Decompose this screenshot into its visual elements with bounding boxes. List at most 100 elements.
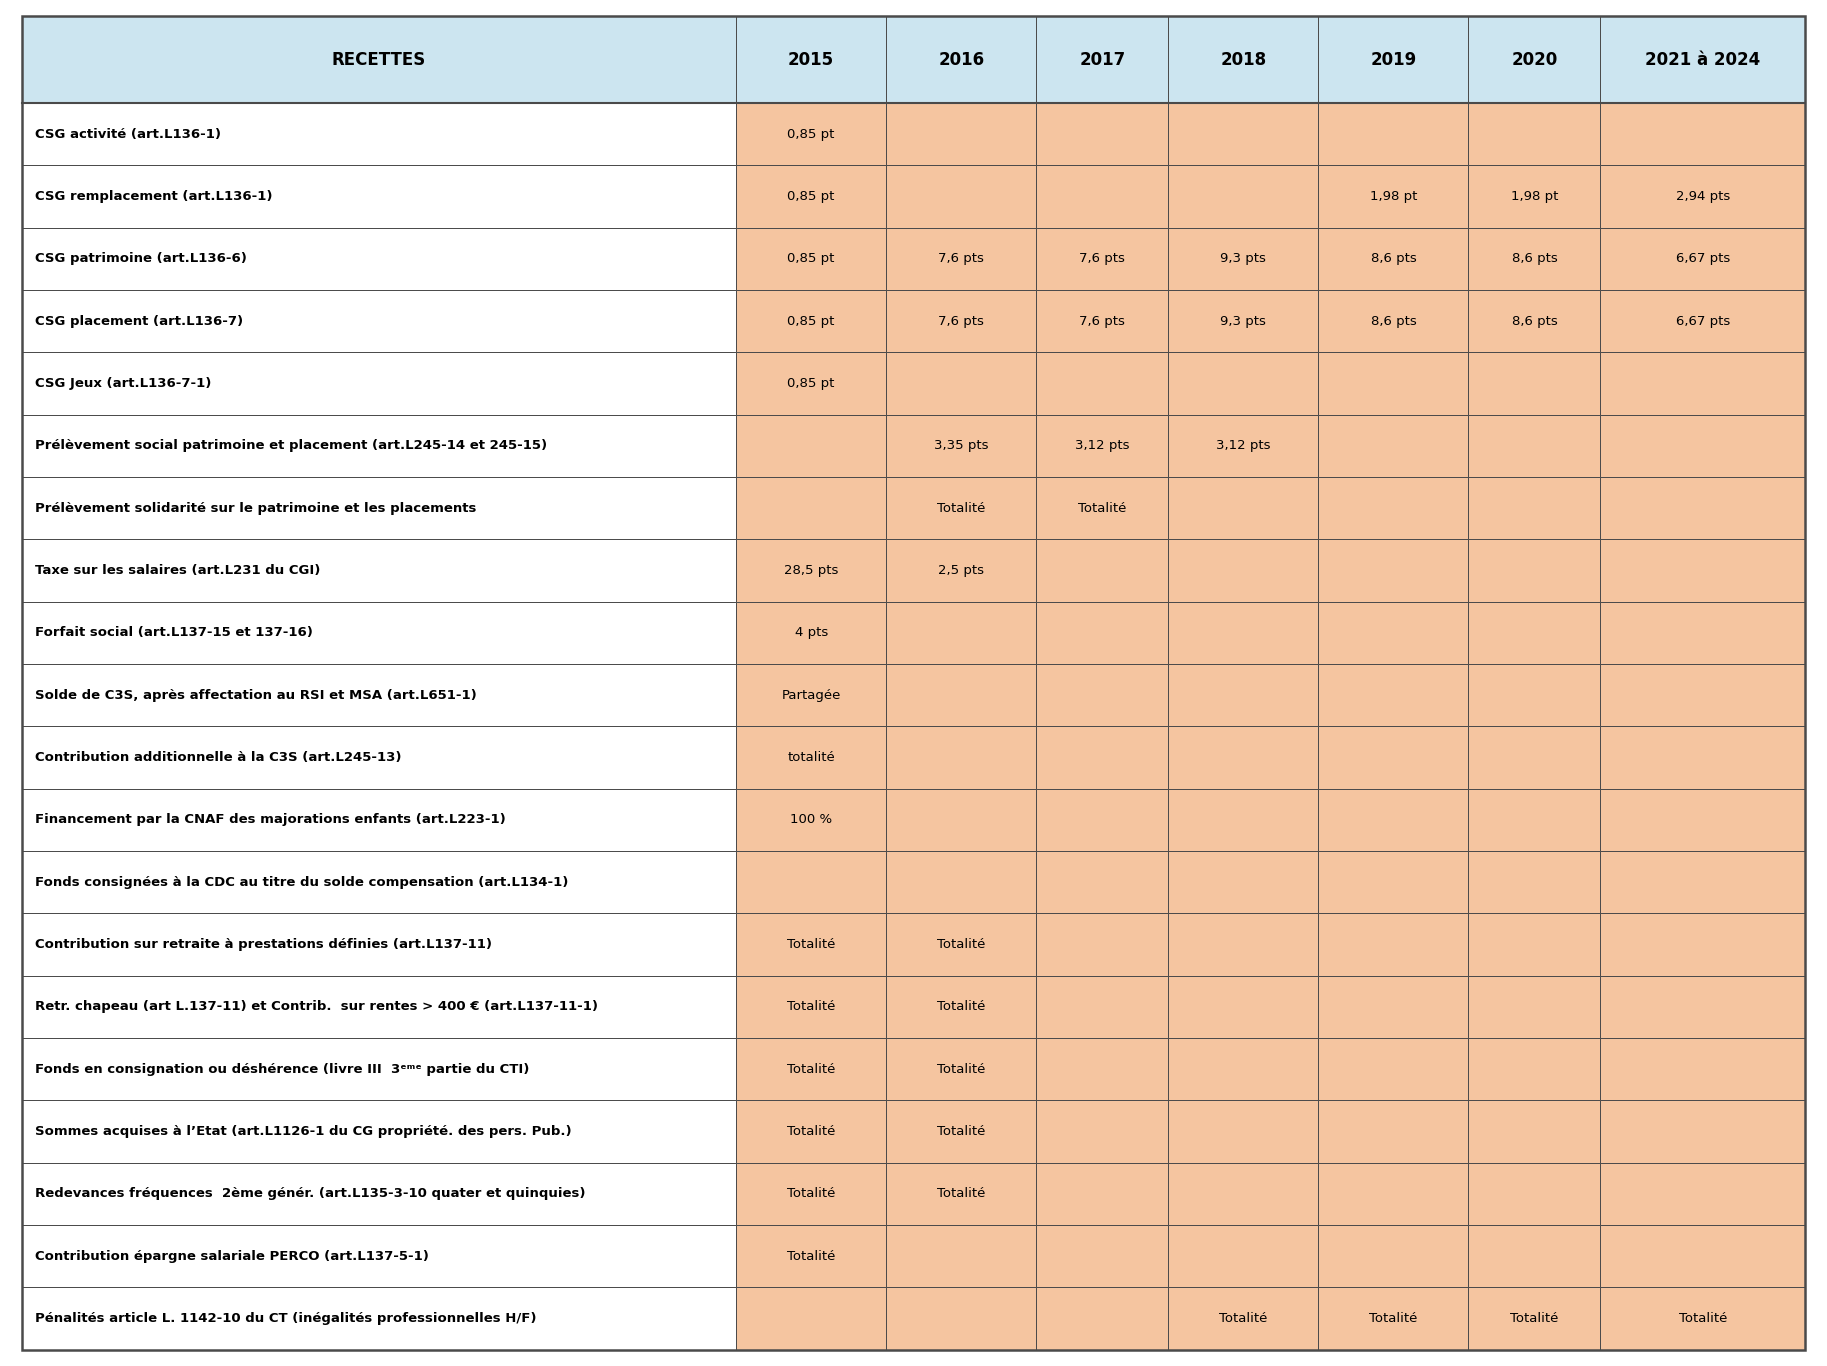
Bar (1319, 1100, 1469, 1162)
Text: Prélèvement social patrimoine et placement (art.L245-14 et 245-15): Prélèvement social patrimoine et placeme… (35, 440, 546, 452)
Bar (22, 540, 736, 601)
Bar (1167, 228, 1319, 290)
Text: 2,94 pts: 2,94 pts (1675, 190, 1730, 204)
Bar (22, 1287, 736, 1350)
Bar (22, 601, 736, 664)
Bar (886, 415, 1036, 477)
Bar (1167, 1038, 1319, 1100)
Bar (886, 477, 1036, 540)
Bar (1319, 540, 1469, 601)
Bar (1319, 290, 1469, 352)
Bar (736, 914, 886, 975)
Bar (736, 1225, 886, 1287)
Bar (1167, 415, 1319, 477)
Bar (886, 664, 1036, 727)
Bar (1167, 1225, 1319, 1287)
Bar (736, 477, 886, 540)
Bar (886, 1162, 1036, 1225)
Text: 2020: 2020 (1511, 51, 1558, 68)
Text: Totalité: Totalité (787, 1187, 835, 1201)
Bar (736, 228, 886, 290)
Bar (1167, 290, 1319, 352)
Text: 7,6 pts: 7,6 pts (939, 314, 985, 328)
Bar (736, 601, 886, 664)
Bar (1469, 290, 1600, 352)
Bar (1600, 165, 1805, 228)
Bar (1036, 415, 1167, 477)
Bar (886, 975, 1036, 1038)
Bar (22, 914, 736, 975)
Text: Redevances fréquences  2ème génér. (art.L135-3-10 quater et quinquies): Redevances fréquences 2ème génér. (art.L… (35, 1187, 585, 1201)
Text: Contribution épargne salariale PERCO (art.L137-5-1): Contribution épargne salariale PERCO (ar… (35, 1250, 429, 1262)
Text: Contribution sur retraite à prestations définies (art.L137-11): Contribution sur retraite à prestations … (35, 938, 491, 951)
Bar (886, 788, 1036, 851)
Text: 28,5 pts: 28,5 pts (784, 564, 839, 576)
Bar (736, 415, 886, 477)
Bar (1469, 914, 1600, 975)
Bar (1319, 415, 1469, 477)
Bar (1167, 975, 1319, 1038)
Bar (736, 975, 886, 1038)
Bar (736, 727, 886, 788)
Bar (886, 352, 1036, 415)
Bar (1469, 352, 1600, 415)
Bar (1036, 664, 1167, 727)
Bar (1319, 975, 1469, 1038)
Bar (1167, 102, 1319, 165)
Bar (886, 290, 1036, 352)
Text: 8,6 pts: 8,6 pts (1370, 253, 1416, 265)
Bar (1319, 165, 1469, 228)
Text: Totalité: Totalité (787, 1126, 835, 1138)
Text: 2,5 pts: 2,5 pts (939, 564, 985, 576)
Text: Totalité: Totalité (787, 1250, 835, 1262)
Bar (886, 601, 1036, 664)
Text: 0,85 pt: 0,85 pt (787, 190, 835, 204)
Bar (1469, 540, 1600, 601)
Bar (1600, 1225, 1805, 1287)
Bar (736, 851, 886, 914)
Bar (886, 1287, 1036, 1350)
Bar (1469, 102, 1600, 165)
Bar (1036, 975, 1167, 1038)
Bar (886, 228, 1036, 290)
Bar (1036, 788, 1167, 851)
Bar (22, 788, 736, 851)
Text: 7,6 pts: 7,6 pts (939, 253, 985, 265)
Text: Totalité: Totalité (1679, 1311, 1727, 1325)
Bar (1600, 788, 1805, 851)
Bar (1036, 601, 1167, 664)
Bar (736, 1162, 886, 1225)
Bar (1036, 102, 1167, 165)
Text: Totalité: Totalité (1219, 1311, 1268, 1325)
Text: Totalité: Totalité (1511, 1311, 1558, 1325)
Text: Retr. chapeau (art L.137-11) et Contrib.  sur rentes > 400 € (art.L137-11-1): Retr. chapeau (art L.137-11) et Contrib.… (35, 1000, 597, 1014)
Bar (1600, 16, 1805, 102)
Bar (1319, 851, 1469, 914)
Bar (736, 1287, 886, 1350)
Bar (1167, 165, 1319, 228)
Bar (1600, 415, 1805, 477)
Bar (886, 1225, 1036, 1287)
Bar (1600, 975, 1805, 1038)
Text: Taxe sur les salaires (art.L231 du CGI): Taxe sur les salaires (art.L231 du CGI) (35, 564, 320, 576)
Bar (1036, 1100, 1167, 1162)
Text: 100 %: 100 % (789, 813, 833, 826)
Bar (736, 788, 886, 851)
Text: Totalité: Totalité (1368, 1311, 1418, 1325)
Bar (1036, 352, 1167, 415)
Text: Totalité: Totalité (787, 1000, 835, 1014)
Bar (886, 1038, 1036, 1100)
Bar (886, 102, 1036, 165)
Text: Financement par la CNAF des majorations enfants (art.L223-1): Financement par la CNAF des majorations … (35, 813, 506, 826)
Bar (1167, 664, 1319, 727)
Bar (1036, 914, 1167, 975)
Bar (1036, 165, 1167, 228)
Bar (22, 228, 736, 290)
Bar (1600, 1162, 1805, 1225)
Bar (1167, 352, 1319, 415)
Bar (1036, 1162, 1167, 1225)
Bar (22, 165, 736, 228)
Bar (1319, 601, 1469, 664)
Bar (1167, 851, 1319, 914)
Bar (886, 914, 1036, 975)
